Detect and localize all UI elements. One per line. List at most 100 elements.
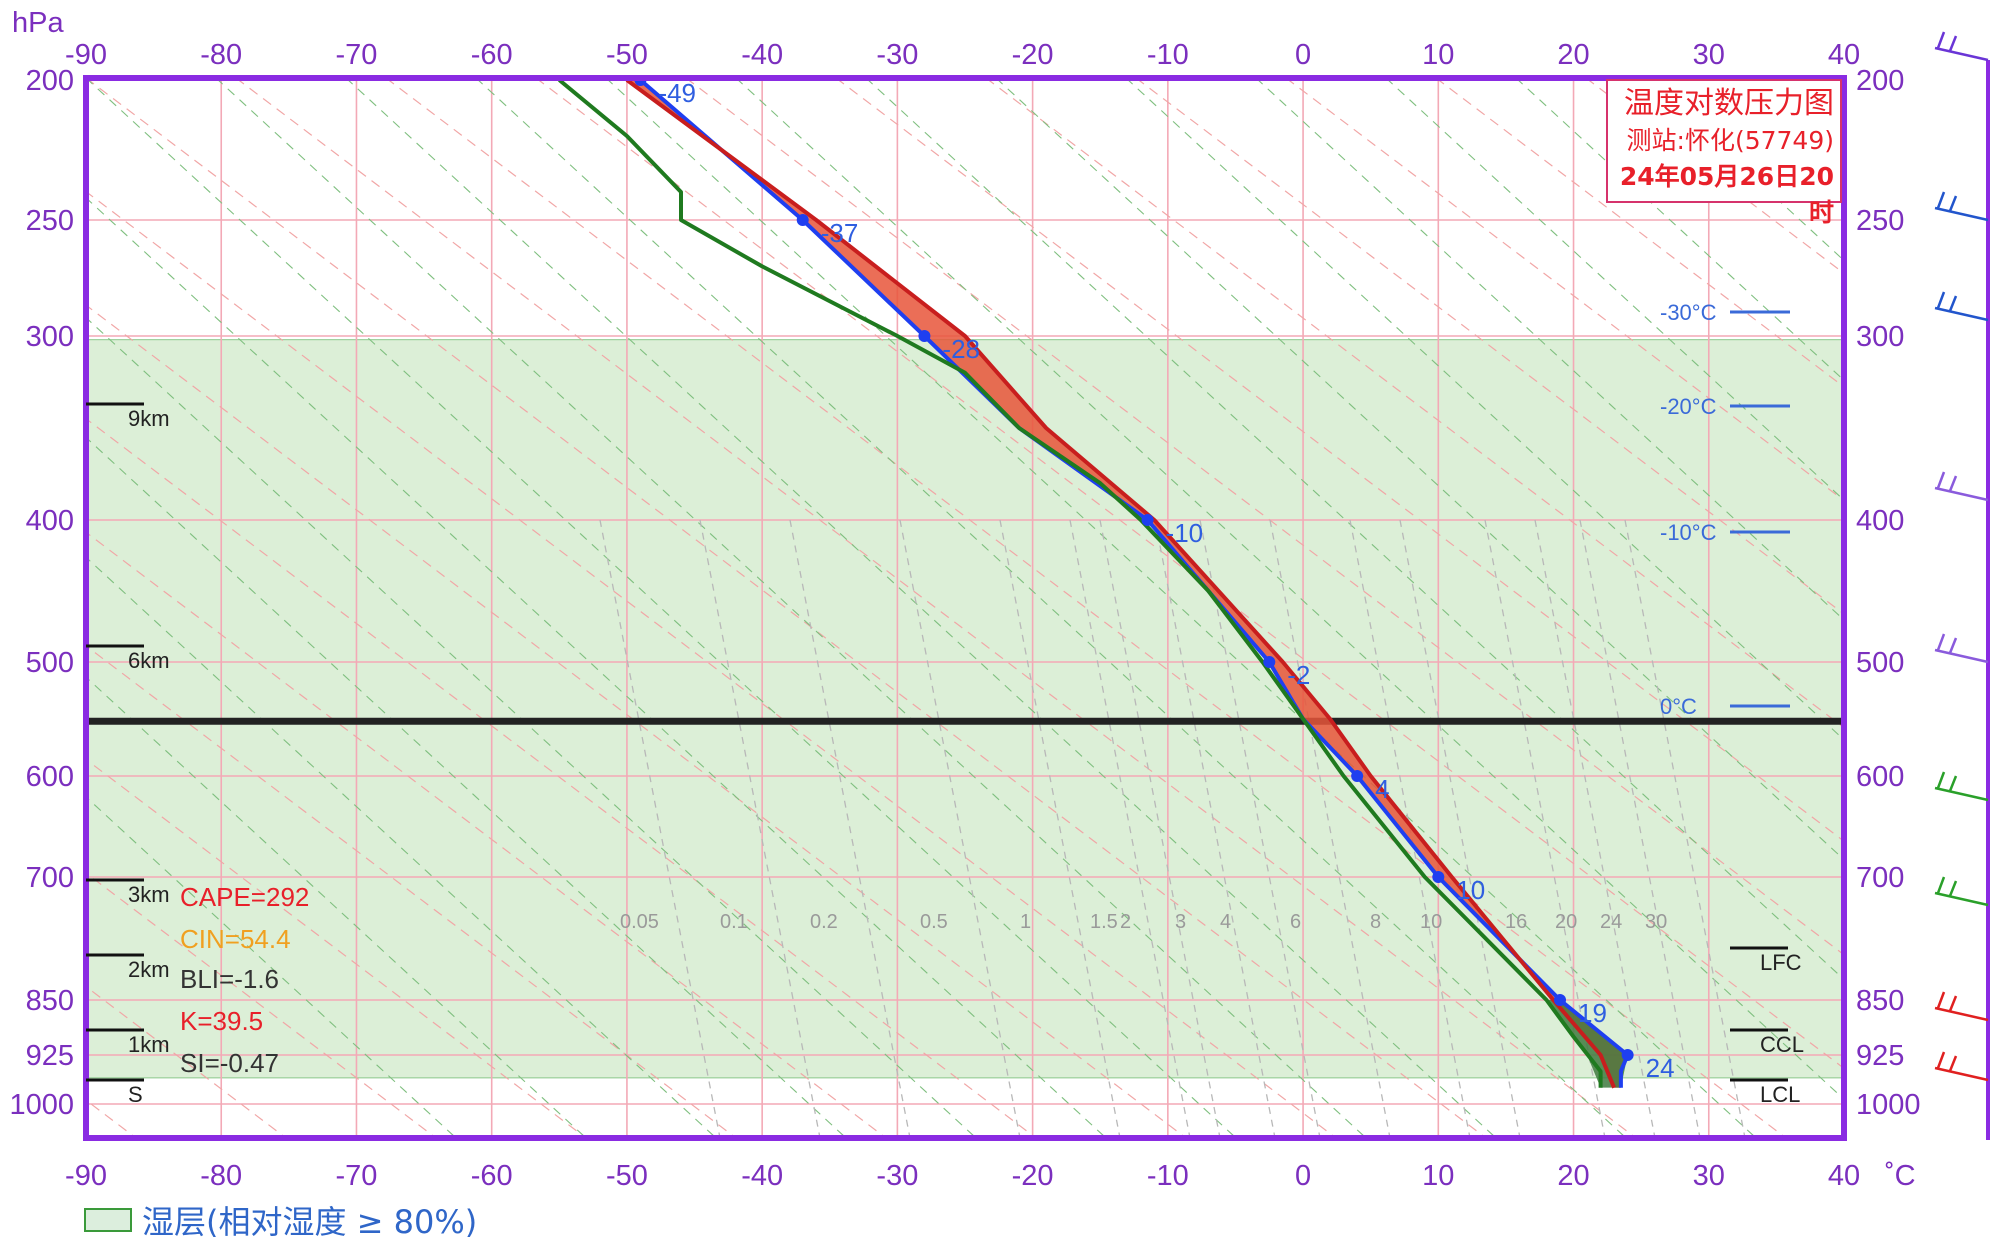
- temperature-tick-label: 0: [1295, 1160, 1311, 1192]
- temperature-tick-label: -30: [876, 39, 918, 71]
- index-si: SI=-0.47: [180, 1048, 279, 1078]
- height-label: 9km: [128, 406, 170, 431]
- mixing-ratio-line: [1624, 519, 1746, 1138]
- dry-adiabat: [86, 872, 437, 1138]
- mixing-ratio-label: 1.5: [1090, 911, 1118, 933]
- moist-adiabat: [1125, 78, 1844, 741]
- temperature-tick-label: -40: [741, 1160, 783, 1192]
- moist-adiabat: [1645, 78, 1844, 262]
- moist-adiabat: [86, 316, 977, 1138]
- temperature-tick-label: -40: [741, 39, 783, 71]
- mixing-ratio-label: 3: [1175, 911, 1186, 933]
- dry-adiabat: [86, 645, 737, 1138]
- pressure-tick-label: 200: [1856, 65, 1904, 97]
- dry-adiabat: [86, 78, 1487, 1138]
- temperature-tick-label: 0: [1295, 39, 1311, 71]
- temperature-value-label: -49: [658, 78, 696, 108]
- height-label: 2km: [128, 957, 170, 982]
- isotherm-level-label: -20°C: [1660, 394, 1717, 419]
- temperature-tick-label: -70: [336, 1160, 378, 1192]
- dry-adiabat: [86, 531, 887, 1138]
- mixing-ratio-label: 30: [1645, 911, 1667, 933]
- chart-title: 温度对数压力图: [1624, 86, 1834, 121]
- mixing-ratio-line: [789, 519, 911, 1138]
- dry-adiabat: [835, 78, 1844, 842]
- mixing-ratio-label: 6: [1290, 911, 1301, 933]
- wind-barb-icon: [1934, 771, 1989, 802]
- moist-adiabat: [1906, 78, 2000, 1138]
- temperature-tick-label: -30: [876, 1160, 918, 1192]
- mixing-ratio-line: [1399, 519, 1521, 1138]
- moist-adiabat: [1515, 78, 1844, 382]
- mixing-ratio-label: 16: [1505, 911, 1527, 933]
- dry-adiabat: [535, 78, 1844, 1070]
- pressure-tick-label: 500: [26, 647, 74, 679]
- mixing-ratio-line: [999, 519, 1121, 1138]
- temperature-tick-label: -10: [1147, 1160, 1189, 1192]
- temperature-value-label: -10: [1166, 518, 1204, 548]
- isotherm-level-label: -10°C: [1660, 520, 1717, 545]
- wind-barb-icon: [1934, 1051, 1989, 1082]
- pressure-tick-label: 700: [26, 862, 74, 894]
- temperature-value-label: -37: [821, 218, 859, 248]
- chart-title-box: 温度对数压力图 测站:怀化(57749) 24年05月26日20时: [1606, 79, 1842, 227]
- mixing-ratio-line: [1269, 519, 1391, 1138]
- height-label: S: [128, 1082, 143, 1107]
- mixing-ratio-line: [1579, 519, 1701, 1138]
- dry-adiabat: [1435, 78, 1844, 388]
- mixing-ratio-label: 2: [1120, 911, 1131, 933]
- moist-adiabat: [735, 78, 1844, 1101]
- pressure-tick-label: 400: [1856, 505, 1904, 537]
- cin-shading: [1546, 1000, 1628, 1088]
- temperature-tick-label: -60: [471, 39, 513, 71]
- wind-barb-icon: [1934, 291, 1989, 322]
- dry-adiabat: [1886, 78, 2000, 1138]
- temperature-tick-label: -90: [65, 1160, 107, 1192]
- temperature-value-label: 19: [1578, 998, 1607, 1028]
- temperature-value-label: -28: [942, 334, 980, 364]
- dry-adiabat: [86, 758, 587, 1138]
- pressure-tick-label: 850: [1856, 985, 1904, 1017]
- temperature-point: [1554, 994, 1567, 1006]
- mixing-ratio-label: 0.05: [620, 911, 659, 933]
- temperature-point: [1621, 1049, 1634, 1061]
- temperature-tick-label: -10: [1147, 39, 1189, 71]
- dry-adiabat: [685, 78, 1844, 956]
- moist-adiabat: [345, 78, 1497, 1138]
- temperature-tick-label: 40: [1828, 39, 1860, 71]
- mixing-ratio-label: 0.1: [720, 911, 748, 933]
- moist-adiabat: [86, 676, 587, 1138]
- pressure-tick-label: 925: [1856, 1040, 1904, 1072]
- temperature-tick-label: -20: [1012, 39, 1054, 71]
- moist-adiabat: [86, 556, 717, 1138]
- legend-swatch: [84, 1208, 132, 1232]
- dry-adiabat: [1585, 78, 1844, 275]
- wind-barb-icon: [1934, 191, 1989, 222]
- temperature-tick-label: -80: [200, 39, 242, 71]
- dry-adiabat: [985, 78, 1844, 729]
- plot-frame: [83, 75, 1847, 1141]
- mixing-ratio-line: [1069, 519, 1191, 1138]
- dry-adiabat: [1285, 78, 1844, 502]
- temperature-point: [918, 330, 931, 342]
- isotherm-level-label: -30°C: [1660, 300, 1717, 325]
- temperature-value-label: 10: [1456, 875, 1485, 905]
- mixing-ratio-label: 10: [1420, 911, 1442, 933]
- dry-adiabat: [1135, 78, 1844, 615]
- dewpoint-line: [558, 78, 1603, 1088]
- mixing-ratio-line: [1199, 519, 1321, 1138]
- pressure-tick-label: 300: [26, 321, 74, 353]
- mixing-ratio-line: [599, 519, 721, 1138]
- dry-adiabat: [86, 304, 1187, 1138]
- wind-barb-icon: [1934, 31, 1989, 62]
- temperature-tick-label: -70: [336, 39, 378, 71]
- mixing-ratio-label: 8: [1370, 911, 1381, 933]
- temperature-tick-label: -90: [65, 39, 107, 71]
- mixing-ratio-label: 4: [1220, 911, 1231, 933]
- temperature-tick-label: 10: [1422, 1160, 1454, 1192]
- pressure-tick-label: 850: [26, 985, 74, 1017]
- temperature-point: [1141, 514, 1154, 526]
- dry-adiabat: [385, 78, 1787, 1138]
- pressure-tick-label: 300: [1856, 321, 1904, 353]
